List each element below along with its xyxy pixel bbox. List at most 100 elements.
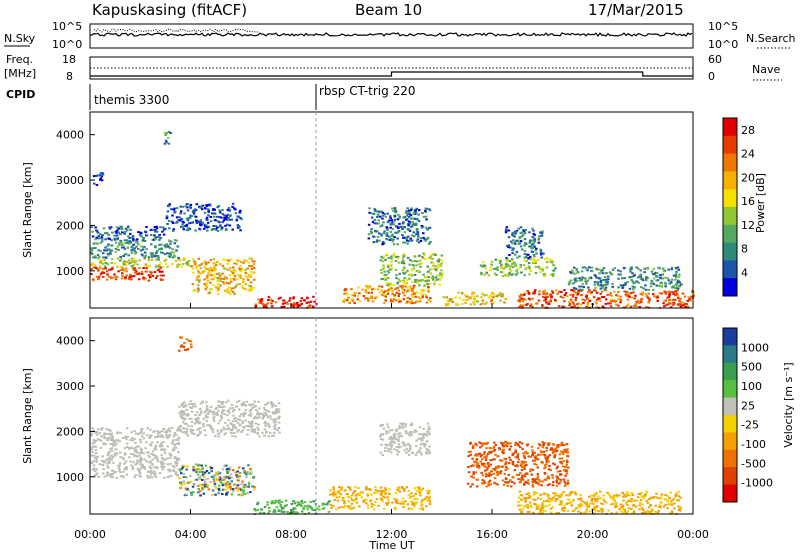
heatmap-cell <box>149 273 153 276</box>
heatmap-cell <box>221 406 224 409</box>
heatmap-cell <box>531 453 535 456</box>
heatmap-cell <box>177 439 180 442</box>
heatmap-cell <box>428 432 431 435</box>
heatmap-cell <box>271 412 275 415</box>
heatmap-cell <box>512 247 515 250</box>
heatmap-cell <box>183 494 187 497</box>
heatmap-cell <box>218 274 222 277</box>
heatmap-cell <box>394 498 398 501</box>
heatmap-cell <box>349 497 353 499</box>
heatmap-cell <box>161 461 164 463</box>
heatmap-cell <box>600 296 604 299</box>
heatmap-cell <box>424 443 427 446</box>
heatmap-cell <box>240 269 243 272</box>
heatmap-cell <box>520 271 523 274</box>
heatmap-cell <box>624 502 628 505</box>
heatmap-cell <box>418 279 421 282</box>
heatmap-cell <box>678 304 681 307</box>
heatmap-cell <box>296 305 299 308</box>
heatmap-cell <box>583 501 586 504</box>
heatmap-cell <box>165 243 169 246</box>
heatmap-cell <box>266 302 270 305</box>
heatmap-cell <box>245 473 248 476</box>
heatmap-cell <box>198 477 201 480</box>
heatmap-cell <box>172 222 175 224</box>
heatmap-cell <box>670 500 673 503</box>
heatmap-cell <box>323 503 326 506</box>
heatmap-cell <box>436 266 440 269</box>
heatmap-cell <box>160 251 163 254</box>
heatmap-cell <box>386 290 390 293</box>
heatmap-cell <box>203 211 207 214</box>
heatmap-cell <box>544 509 547 512</box>
heatmap-cell <box>609 302 612 305</box>
heatmap-cell <box>361 288 364 291</box>
heatmap-cell <box>368 207 371 210</box>
colorbar-swatch <box>723 135 737 155</box>
heatmap-cell <box>493 441 496 444</box>
heatmap-cell <box>274 417 277 420</box>
heatmap-cell <box>137 278 141 281</box>
heatmap-cell <box>234 417 238 420</box>
heatmap-cell <box>118 462 122 465</box>
heatmap-cell <box>559 461 562 463</box>
heatmap-cell <box>269 417 273 420</box>
heatmap-cell <box>607 493 611 496</box>
colorbar-swatch <box>723 380 737 399</box>
heatmap-cell <box>133 438 136 440</box>
heatmap-cell <box>199 483 202 486</box>
cpid-segment-1: themis 3300 <box>94 93 169 107</box>
heatmap-cell <box>213 215 216 218</box>
heatmap-cell <box>238 282 241 285</box>
heatmap-cell <box>96 174 100 177</box>
heatmap-cell <box>241 480 244 483</box>
heatmap-cell <box>517 504 520 507</box>
heatmap-cell <box>161 230 164 233</box>
heatmap-cell <box>267 410 271 413</box>
heatmap-cell <box>647 301 650 304</box>
colorbar-swatch <box>723 207 737 226</box>
heatmap-cell <box>124 276 127 279</box>
heatmap-cell <box>506 443 509 445</box>
heatmap-cell <box>530 243 534 246</box>
heatmap-cell <box>195 203 198 206</box>
heatmap-cell <box>537 478 541 481</box>
heatmap-cell <box>408 263 411 266</box>
heatmap-cell <box>543 471 547 474</box>
heatmap-cell <box>547 468 551 471</box>
heatmap-cell <box>292 296 295 299</box>
heatmap-cell <box>234 270 237 273</box>
heatmap-cell <box>511 252 514 254</box>
heatmap-cell <box>583 299 587 302</box>
heatmap-cell <box>413 429 417 432</box>
heatmap-cell <box>549 261 553 263</box>
heatmap-cell <box>150 253 154 256</box>
heatmap-cell <box>420 489 423 492</box>
heatmap-cell <box>588 277 591 280</box>
heatmap-cell <box>458 297 462 300</box>
heatmap-cell <box>92 454 96 457</box>
heatmap-cell <box>99 446 103 449</box>
heatmap-cell <box>182 221 185 224</box>
heatmap-cell <box>195 468 198 471</box>
heatmap-cell <box>371 288 374 291</box>
heatmap-cell <box>602 498 605 501</box>
heatmap-cell <box>645 491 648 494</box>
heatmap-cell <box>150 255 154 258</box>
heatmap-cell <box>428 497 431 500</box>
heatmap-cell <box>94 452 98 455</box>
heatmap-cell <box>127 259 131 262</box>
heatmap-cell <box>246 267 249 270</box>
heatmap-cell <box>520 511 524 513</box>
heatmap-cell <box>111 437 114 440</box>
heatmap-cell <box>94 266 98 269</box>
heatmap-cell <box>407 223 410 226</box>
heatmap-cell <box>283 510 286 513</box>
heatmap-cell <box>194 229 197 232</box>
heatmap-cell <box>410 274 414 277</box>
heatmap-cell <box>414 209 417 212</box>
heatmap-cell <box>332 486 335 489</box>
heatmap-cell <box>393 432 396 435</box>
heatmap-cell <box>210 470 213 473</box>
heatmap-cell <box>240 431 243 433</box>
